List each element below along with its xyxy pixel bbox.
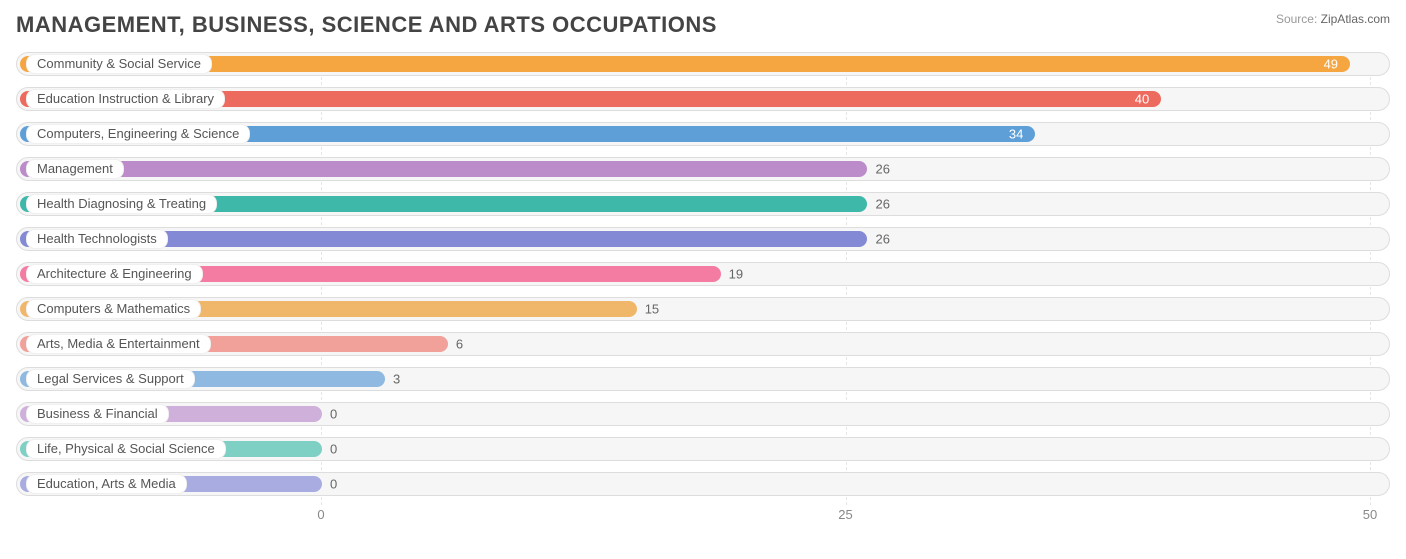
bar-track: Business & Financial 0 [16, 402, 1390, 426]
bar-value-label: 34 [1009, 127, 1023, 142]
bar-value-label: 19 [729, 267, 743, 282]
bar-track: Computers, Engineering & Science 34 [16, 122, 1390, 146]
chart-header: MANAGEMENT, BUSINESS, SCIENCE AND ARTS O… [16, 12, 1390, 38]
axis-tick: 0 [317, 507, 324, 522]
bar-value-label: 26 [875, 197, 889, 212]
bar-container: Community & Social Service 49 Education In… [16, 52, 1390, 496]
chart-source: Source: ZipAtlas.com [1276, 12, 1390, 26]
bar-category-label: Legal Services & Support [26, 369, 195, 389]
x-axis: 0 25 50 [16, 507, 1390, 527]
bar-track: Education Instruction & Library 40 [16, 87, 1390, 111]
bar-category-label: Health Technologists [26, 229, 168, 249]
bar-value-label: 26 [875, 232, 889, 247]
bar-fill [20, 56, 1350, 72]
bar-track: Community & Social Service 49 [16, 52, 1390, 76]
bar-track: Arts, Media & Entertainment 6 [16, 332, 1390, 356]
bar-track: Health Diagnosing & Treating 26 [16, 192, 1390, 216]
bar-category-label: Life, Physical & Social Science [26, 439, 226, 459]
bar-category-label: Education Instruction & Library [26, 89, 225, 109]
bar-value-label: 0 [330, 407, 337, 422]
bar-track: Life, Physical & Social Science 0 [16, 437, 1390, 461]
bar-value-label: 6 [456, 337, 463, 352]
bar-category-label: Computers & Mathematics [26, 299, 201, 319]
bar-category-label: Architecture & Engineering [26, 264, 203, 284]
bar-track: Health Technologists 26 [16, 227, 1390, 251]
bar-value-label: 0 [330, 442, 337, 457]
bar-category-label: Computers, Engineering & Science [26, 124, 250, 144]
chart-title: MANAGEMENT, BUSINESS, SCIENCE AND ARTS O… [16, 12, 717, 38]
bar-value-label: 49 [1324, 57, 1338, 72]
bar-value-label: 3 [393, 372, 400, 387]
bar-value-label: 40 [1135, 92, 1149, 107]
axis-tick: 50 [1363, 507, 1377, 522]
axis-tick: 25 [838, 507, 852, 522]
bar-category-label: Arts, Media & Entertainment [26, 334, 211, 354]
source-name: ZipAtlas.com [1321, 12, 1390, 26]
bar-track: Legal Services & Support 3 [16, 367, 1390, 391]
bar-category-label: Management [26, 159, 124, 179]
bar-category-label: Business & Financial [26, 404, 169, 424]
bar-track: Management 26 [16, 157, 1390, 181]
bar-category-label: Education, Arts & Media [26, 474, 187, 494]
bar-value-label: 26 [875, 162, 889, 177]
bar-fill [20, 161, 867, 177]
bar-category-label: Community & Social Service [26, 54, 212, 74]
bar-value-label: 15 [645, 302, 659, 317]
source-label: Source: [1276, 12, 1317, 26]
bar-category-label: Health Diagnosing & Treating [26, 194, 217, 214]
bar-track: Architecture & Engineering 19 [16, 262, 1390, 286]
bar-track: Education, Arts & Media 0 [16, 472, 1390, 496]
bar-value-label: 0 [330, 477, 337, 492]
occupations-bar-chart: Community & Social Service 49 Education In… [16, 52, 1390, 527]
bar-track: Computers & Mathematics 15 [16, 297, 1390, 321]
